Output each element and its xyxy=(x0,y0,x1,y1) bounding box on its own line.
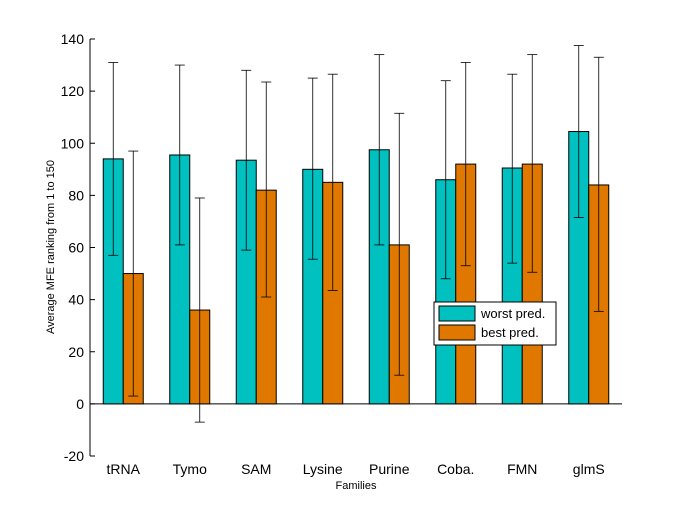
x-axis-title: Families xyxy=(336,480,377,492)
legend: worst pred. best pred. xyxy=(433,301,557,346)
y-tick-label: 120 xyxy=(61,83,85,99)
legend-swatch-worst xyxy=(438,305,476,322)
y-tick-label: 80 xyxy=(68,187,84,203)
y-tick-label: 140 xyxy=(61,31,85,47)
labels-group: -20 0 20 40 60 80 100 120 140 tRNA Tymo SAM Lysine Pu… xyxy=(45,31,605,492)
legend-swatch-best xyxy=(438,324,476,341)
y-tick-label: 20 xyxy=(68,344,84,360)
legend-label-best: best pred. xyxy=(481,325,539,340)
y-axis-title: Average MFE ranking from 1 to 150 xyxy=(45,160,57,334)
y-tick-label: 40 xyxy=(68,292,84,308)
legend-label-worst: worst pred. xyxy=(480,306,545,321)
y-tick-label: 0 xyxy=(76,396,84,412)
y-tick-label: 100 xyxy=(61,135,85,151)
x-tick-label: Tymo xyxy=(173,461,207,477)
y-tick-label: -20 xyxy=(64,448,84,464)
x-tick-label: Coba. xyxy=(437,461,474,477)
y-tick-label: 60 xyxy=(68,240,84,256)
x-tick-label: glmS xyxy=(573,461,605,477)
x-tick-label: Purine xyxy=(369,461,410,477)
x-tick-label: SAM xyxy=(241,461,271,477)
x-tick-label: tRNA xyxy=(107,461,141,477)
bars-group xyxy=(102,131,610,405)
x-tick-label: Lysine xyxy=(303,461,343,477)
x-tick-label: FMN xyxy=(507,461,537,477)
error-bars-group xyxy=(108,45,604,423)
